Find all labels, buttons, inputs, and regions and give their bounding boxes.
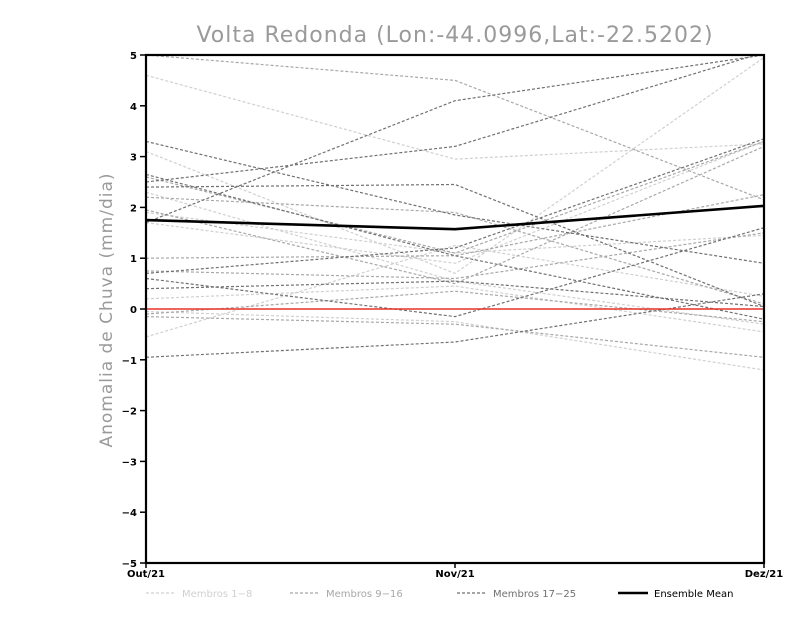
member-line-g3-2 (146, 55, 758, 183)
ensemble-mean-line (145, 204, 765, 231)
member-line-g3-5 (146, 183, 764, 308)
member-line-g1-8 (146, 140, 764, 264)
member-line-g1-5 (146, 244, 764, 338)
y-tick-label: 3 (130, 153, 137, 164)
member-line-g3-3 (146, 293, 764, 358)
x-tick-label: Out/21 (127, 569, 165, 580)
legend-label: Membros 9−16 (326, 589, 403, 600)
y-tick-label: 4 (130, 102, 137, 113)
y-tick-label: −5 (122, 559, 137, 570)
member-line-g2-2 (146, 140, 764, 254)
member-line-g2-8 (146, 145, 764, 285)
y-tick-label: 5 (130, 51, 137, 62)
member-line-g2-1 (146, 55, 764, 201)
legend-item: Membros 9−16 (290, 589, 403, 600)
member-line-g3-9 (146, 173, 764, 320)
y-tick-label: 2 (130, 203, 137, 214)
member-line-g1-1 (146, 74, 764, 160)
legend-label: Ensemble Mean (654, 589, 733, 600)
legend-item: Membros 17−25 (457, 589, 576, 600)
member-line-g3-4 (146, 138, 764, 274)
x-axis-ticks: Out/21 Nov/21 Dez/21 (127, 563, 783, 580)
y-tick-label: −2 (122, 407, 137, 418)
legend-label: Membros 1−8 (182, 589, 252, 600)
member-line-g1-3 (146, 211, 764, 254)
plot-lines (146, 55, 764, 371)
x-tick-label: Dez/21 (745, 569, 784, 580)
member-line-g2-5 (146, 232, 764, 280)
y-tick-label: −1 (122, 356, 137, 367)
legend-item: Membros 1−8 (146, 589, 252, 600)
member-line-g1-4 (146, 310, 764, 371)
y-tick-label: −4 (122, 508, 137, 519)
y-tick-label: 0 (130, 305, 137, 316)
member-line-g3-7 (146, 55, 764, 224)
y-axis-ticks: −5 −4 −3 −2 −1 0 1 2 3 4 5 (122, 51, 146, 570)
legend: Membros 1−8 Membros 9−16 Membros 17−25 Ense… (146, 589, 733, 600)
x-tick-label: Nov/21 (435, 569, 474, 580)
member-line-g2-7 (146, 316, 764, 358)
member-line-g3-6 (146, 227, 764, 318)
member-line-g1-2 (146, 57, 764, 275)
y-tick-label: −3 (122, 457, 137, 468)
member-line-g2-3 (146, 290, 764, 323)
member-line-g3-1 (146, 140, 764, 264)
legend-label: Membros 17−25 (493, 589, 576, 600)
chart-title: Volta Redonda (Lon:-44.0996,Lat:-22.5202… (196, 23, 713, 48)
member-line-g1-7 (146, 285, 764, 333)
ensemble-mean-group (145, 204, 765, 231)
y-tick-label: 1 (130, 254, 137, 265)
member-line-g3-8 (146, 280, 764, 308)
legend-item: Ensemble Mean (618, 589, 733, 600)
y-axis-label: Anomalia de Chuva (mm/dia) (97, 172, 117, 447)
